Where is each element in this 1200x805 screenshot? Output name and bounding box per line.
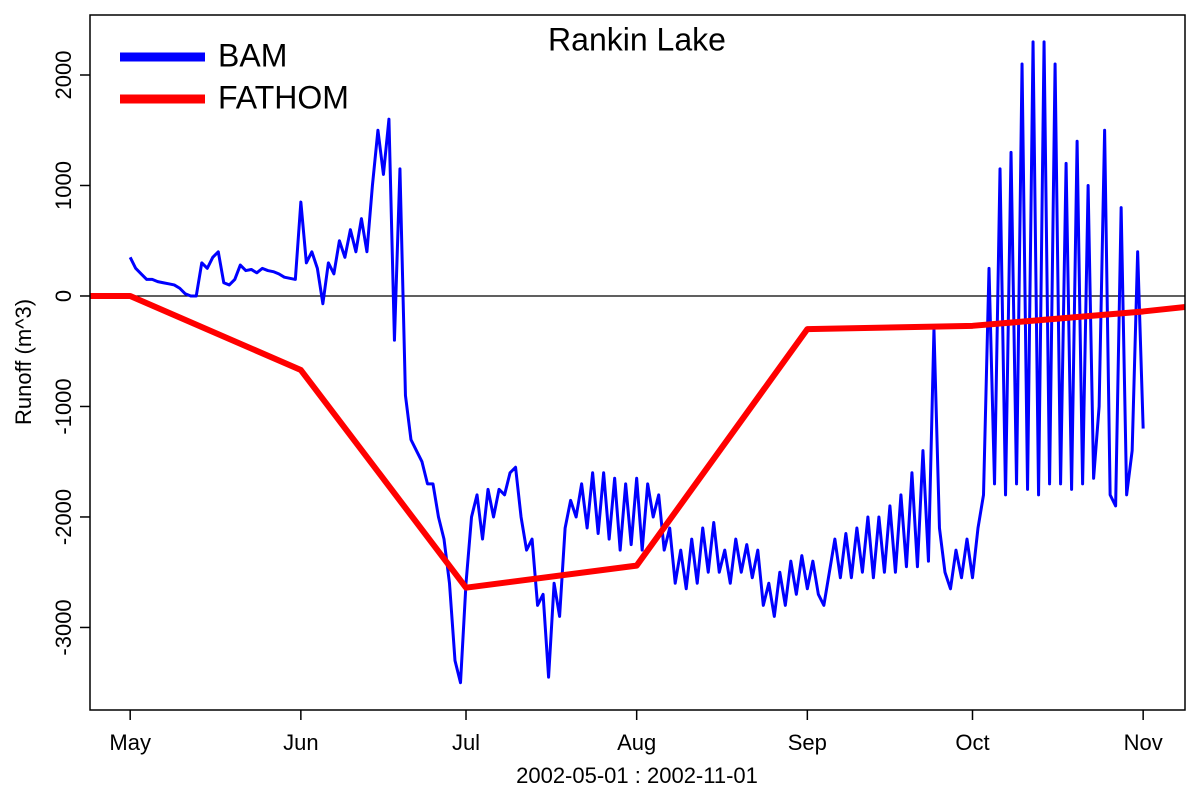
- x-tick-label: Jun: [283, 730, 318, 755]
- y-tick-label: 2000: [51, 51, 76, 100]
- chart-title: Rankin Lake: [548, 21, 726, 57]
- x-tick-label: Oct: [955, 730, 989, 755]
- x-axis-label: 2002-05-01 : 2002-11-01: [516, 763, 758, 788]
- y-tick-label: -1000: [51, 378, 76, 434]
- y-tick-label: -2000: [51, 489, 76, 545]
- x-tick-label: Jul: [452, 730, 480, 755]
- legend-label: BAM: [218, 37, 287, 73]
- series-line: [90, 292, 1185, 591]
- x-tick-label: Aug: [617, 730, 656, 755]
- legend-label: FATHOM: [218, 79, 349, 115]
- x-tick-label: Nov: [1124, 730, 1163, 755]
- series-line: [128, 40, 1145, 685]
- plot-frame: [89, 14, 1186, 711]
- y-axis-label: Runoff (m^3): [11, 299, 36, 425]
- plot-area: [90, 40, 1185, 685]
- y-tick-label: 0: [51, 290, 76, 302]
- y-tick-label: -3000: [51, 599, 76, 655]
- y-tick-label: 1000: [51, 161, 76, 210]
- x-tick-label: Sep: [788, 730, 827, 755]
- x-tick-label: May: [109, 730, 151, 755]
